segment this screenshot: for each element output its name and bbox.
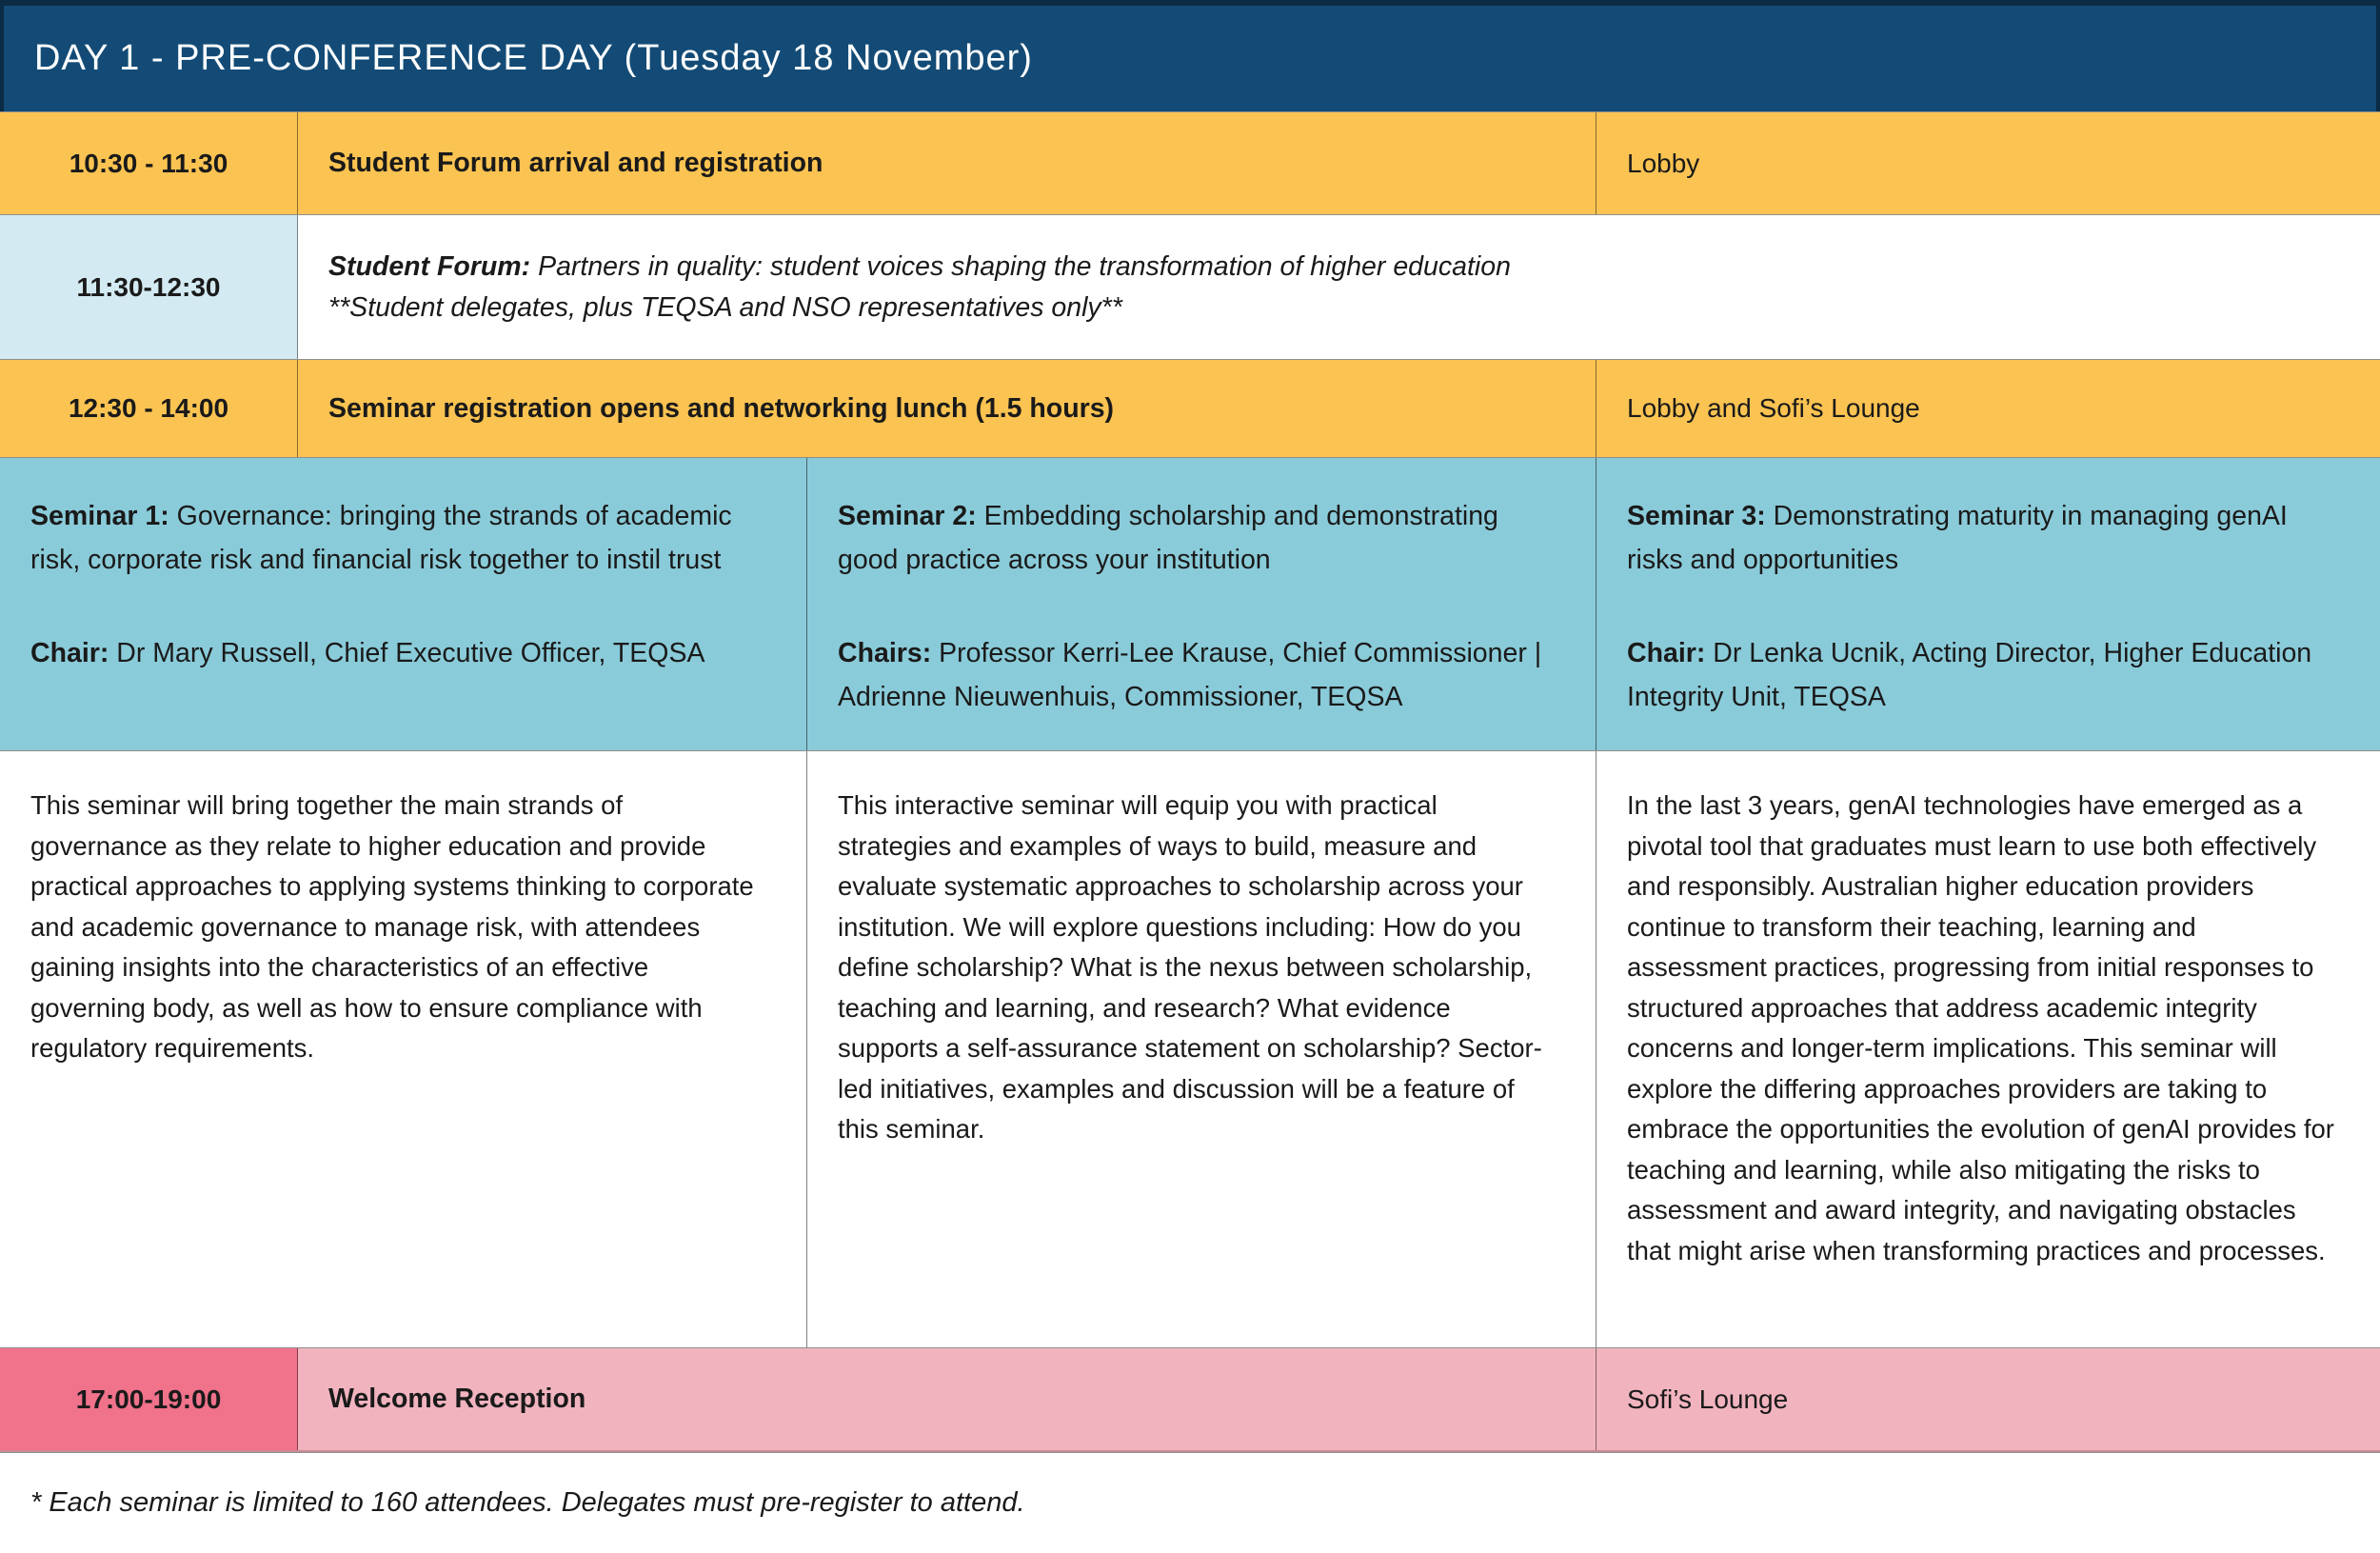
seminar-3-label: Seminar 3:	[1627, 501, 1766, 531]
seminar-2-header: Seminar 2: Embedding scholarship and dem…	[807, 458, 1597, 750]
seminar-1-description: This seminar will bring together the mai…	[0, 751, 807, 1347]
day-title: DAY 1 - PRE-CONFERENCE DAY (Tuesday 18 N…	[34, 38, 1033, 78]
seminar-description-row: This seminar will bring together the mai…	[0, 750, 2380, 1347]
footnote-text: * Each seminar is limited to 160 attende…	[30, 1487, 1025, 1518]
seminar-1-chair: Chair: Dr Mary Russell, Chief Executive …	[30, 638, 705, 668]
seminar-2-chairs: Chairs: Professor Kerri-Lee Krause, Chie…	[838, 638, 1542, 712]
row-welcome-reception: 17:00-19:00 Welcome Reception Sofi’s Lou…	[0, 1347, 2380, 1452]
row-student-forum-registration: 10:30 - 11:30 Student Forum arrival and …	[0, 111, 2380, 214]
seminar-2-description: This interactive seminar will equip you …	[807, 751, 1597, 1347]
seminar-header-row: Seminar 1: Governance: bringing the stra…	[0, 457, 2380, 750]
seminar-2-label: Seminar 2:	[838, 501, 977, 531]
seminar-2-title: Seminar 2: Embedding scholarship and dem…	[838, 501, 1498, 575]
student-forum-label: Student Forum:	[328, 250, 531, 282]
seminar-1-title: Seminar 1: Governance: bringing the stra…	[30, 501, 732, 575]
event-title: Welcome Reception	[298, 1348, 1597, 1450]
event-title: Seminar registration opens and networkin…	[298, 360, 1597, 457]
seminar-3-header: Seminar 3: Demonstrating maturity in man…	[1597, 458, 2380, 750]
event-title: Student Forum arrival and registration	[298, 112, 1597, 214]
seminar-3-title: Seminar 3: Demonstrating maturity in man…	[1627, 501, 2288, 575]
student-forum-note: **Student delegates, plus TEQSA and NSO …	[328, 291, 1122, 323]
day-header: DAY 1 - PRE-CONFERENCE DAY (Tuesday 18 N…	[0, 0, 2380, 111]
time-cell: 12:30 - 14:00	[0, 360, 298, 457]
seminar-3-description: In the last 3 years, genAI technologies …	[1627, 790, 2334, 1265]
row-student-forum: 11:30-12:30 Student Forum: Partners in q…	[0, 214, 2380, 359]
seminar-1-header: Seminar 1: Governance: bringing the stra…	[0, 458, 807, 750]
student-forum-details: Student Forum: Partners in quality: stud…	[298, 215, 2380, 359]
footnote-row: * Each seminar is limited to 160 attende…	[0, 1452, 2380, 1553]
location-cell: Lobby	[1627, 148, 1700, 178]
student-forum-title: Student Forum: Partners in quality: stud…	[328, 247, 1511, 288]
location-cell: Sofi’s Lounge	[1627, 1384, 1789, 1414]
seminar-3-chair: Chair: Dr Lenka Ucnik, Acting Director, …	[1627, 638, 2312, 712]
location-cell: Lobby and Sofi’s Lounge	[1627, 393, 1920, 423]
time-cell: 11:30-12:30	[0, 215, 298, 359]
row-seminar-registration: 12:30 - 14:00 Seminar registration opens…	[0, 359, 2380, 457]
time-cell: 17:00-19:00	[0, 1348, 298, 1450]
seminar-1-label: Seminar 1:	[30, 501, 169, 531]
student-forum-description: Partners in quality: student voices shap…	[538, 250, 1511, 282]
time-cell: 10:30 - 11:30	[0, 112, 298, 214]
